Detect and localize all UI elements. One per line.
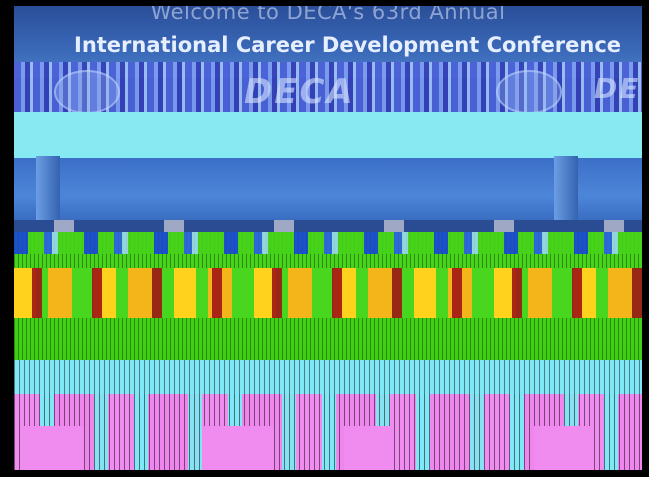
glitch-pink-block <box>344 426 394 470</box>
glitch-yellow-band <box>14 268 642 318</box>
glitch-pink-block <box>204 426 274 470</box>
glitch-pink-block <box>24 426 84 470</box>
audience-heads <box>14 220 642 234</box>
glitch-cyan-row <box>14 360 642 394</box>
glitch-pink-block <box>534 426 594 470</box>
seal-emblem-right <box>496 70 562 114</box>
glitch-blue-band <box>14 232 642 254</box>
deca-logo-right: DE <box>594 72 641 105</box>
banner-welcome-text: Welcome to DECA's 63rd Annual <box>150 6 506 24</box>
glitch-cyan-band <box>14 112 642 158</box>
deca-logo: DECA <box>244 72 355 112</box>
banner-conference-title: International Career Development Confere… <box>74 33 622 57</box>
seal-emblem-left <box>54 70 120 114</box>
photo-frame: Welcome to DECA's 63rd Annual Internatio… <box>14 6 642 470</box>
